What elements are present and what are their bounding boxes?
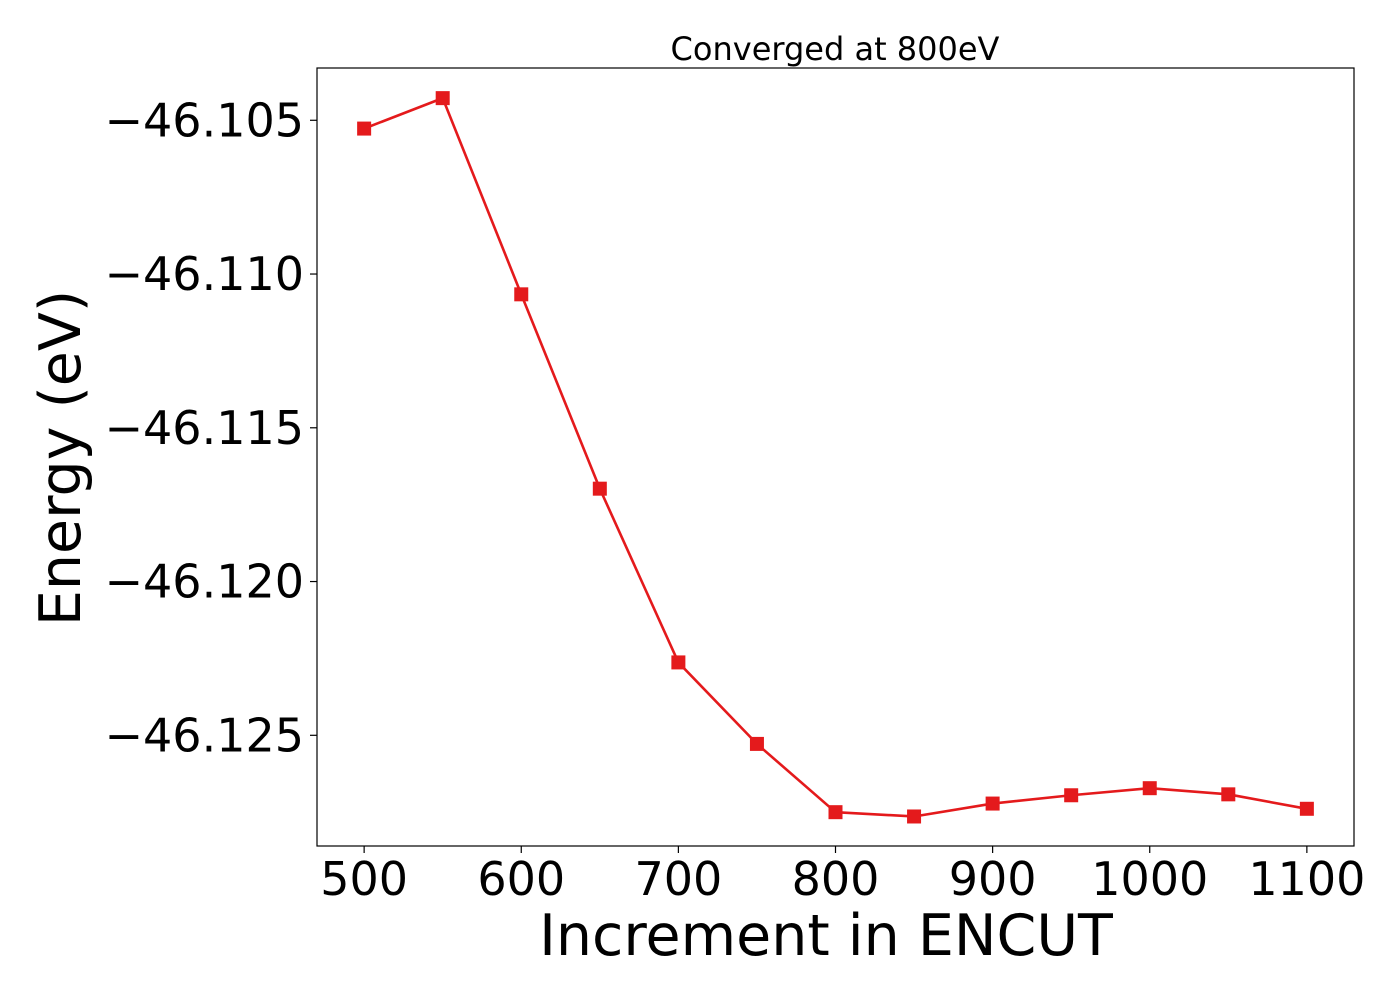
data-point-marker [357, 121, 372, 136]
data-point-marker [435, 91, 450, 106]
x-tick-label: 700 [634, 852, 722, 906]
data-point-marker [592, 481, 607, 496]
data-point-marker [1299, 801, 1314, 816]
y-axis-label: Energy (eV) [28, 290, 94, 626]
data-point-marker [828, 805, 843, 820]
x-axis-ticks: 500 600 700 800 900 1000 1100 [320, 846, 1365, 906]
x-tick-label: 1100 [1248, 852, 1365, 906]
data-point-marker [985, 796, 1000, 811]
x-tick-label: 600 [477, 852, 565, 906]
series-layer [357, 91, 1314, 824]
data-point-marker [1221, 787, 1236, 802]
data-point-marker [671, 655, 686, 670]
x-tick-label: 1000 [1091, 852, 1208, 906]
y-tick-label: −46.120 [105, 555, 305, 609]
chart-title: Converged at 800eV [671, 30, 1000, 68]
y-tick-label: −46.105 [105, 93, 305, 147]
y-axis-ticks: −46.105 −46.110 −46.115 −46.120 −46.125 [105, 93, 317, 762]
y-tick-label: −46.125 [105, 708, 305, 762]
x-tick-label: 900 [949, 852, 1037, 906]
y-tick-label: −46.115 [105, 401, 305, 455]
data-point-marker [1142, 781, 1157, 796]
data-point-marker [749, 736, 764, 751]
data-point-marker [907, 809, 922, 824]
x-axis-label: Increment in ENCUT [539, 903, 1113, 969]
x-tick-label: 500 [320, 852, 408, 906]
data-point-marker [1064, 788, 1079, 803]
series-line [363, 96, 1308, 818]
plot-frame [316, 67, 1355, 847]
data-point-marker [514, 287, 529, 302]
y-tick-label: −46.110 [105, 247, 305, 301]
x-tick-label: 800 [792, 852, 880, 906]
